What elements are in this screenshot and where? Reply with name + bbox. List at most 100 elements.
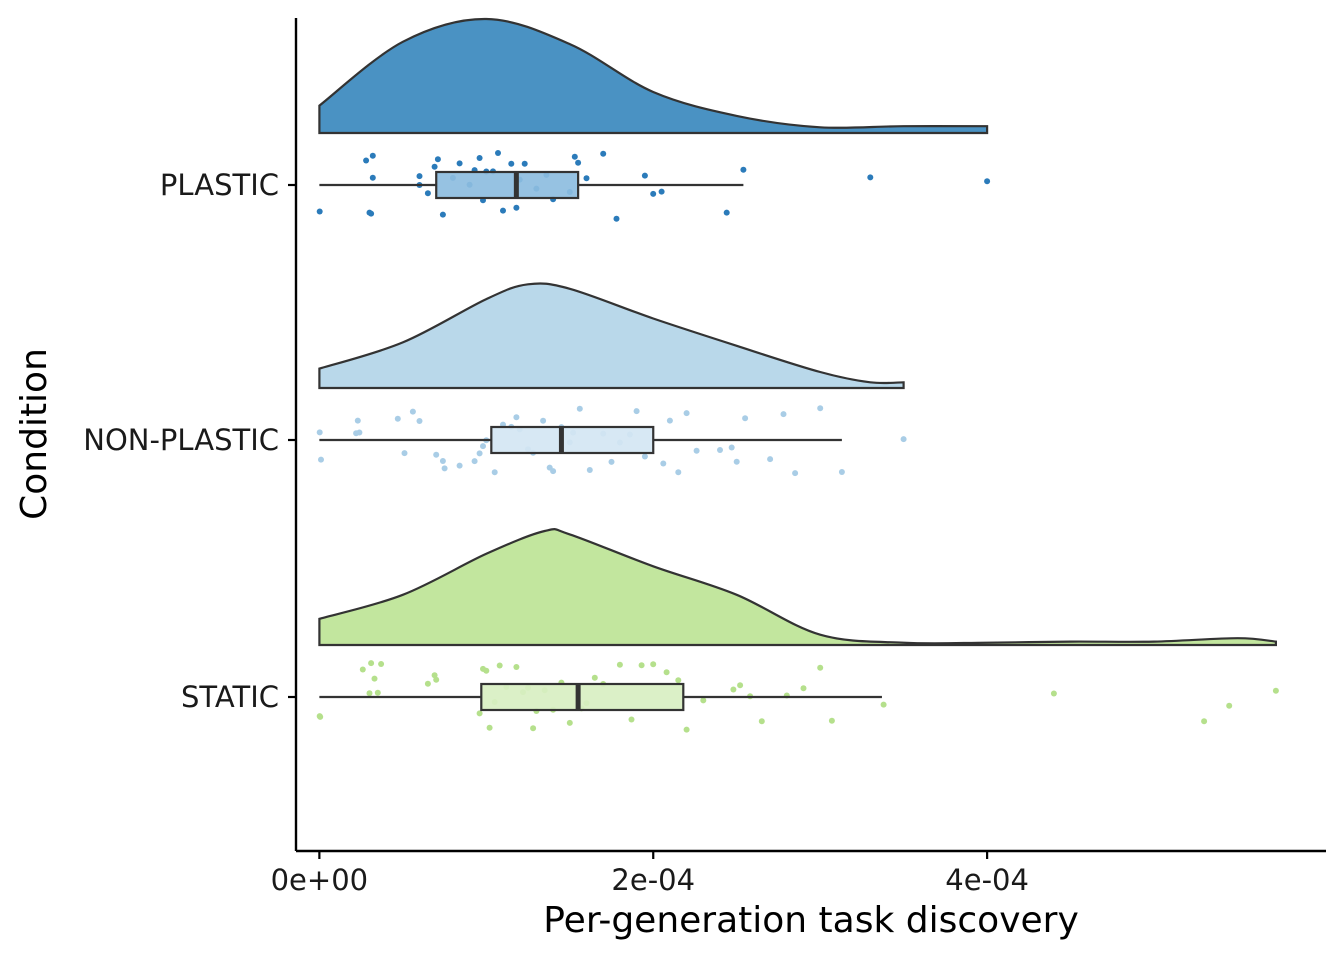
point-non-plastic — [767, 456, 774, 463]
point-non-plastic — [513, 414, 520, 421]
point-static — [371, 675, 378, 682]
point-non-plastic — [394, 415, 401, 422]
point-plastic — [513, 204, 520, 211]
point-non-plastic — [540, 417, 547, 424]
point-non-plastic — [838, 469, 845, 475]
point-non-plastic — [742, 415, 749, 422]
point-static — [424, 680, 431, 687]
point-static — [700, 697, 707, 704]
point-plastic — [439, 211, 446, 218]
point-static — [433, 676, 440, 683]
point-static — [476, 710, 483, 717]
point-static — [650, 661, 657, 668]
point-non-plastic — [491, 469, 498, 476]
point-non-plastic — [441, 465, 448, 472]
point-non-plastic — [817, 405, 824, 412]
point-non-plastic — [476, 450, 483, 457]
point-static — [1201, 718, 1208, 725]
point-static — [566, 719, 573, 726]
point-plastic — [658, 188, 665, 195]
point-static — [1226, 702, 1233, 709]
point-static — [496, 662, 503, 669]
point-plastic — [583, 175, 590, 182]
point-static — [683, 726, 690, 733]
point-static — [730, 686, 737, 693]
point-plastic — [434, 156, 441, 163]
density-non-plastic — [318, 282, 905, 390]
point-plastic — [740, 166, 747, 173]
point-static — [616, 661, 623, 668]
point-non-plastic — [409, 408, 416, 415]
point-static — [378, 661, 385, 667]
x-tick-label: 2e-04 — [611, 863, 695, 897]
point-static — [800, 685, 807, 692]
point-plastic — [476, 155, 483, 161]
point-plastic — [495, 150, 501, 156]
point-static — [737, 682, 744, 689]
point-static — [638, 662, 645, 669]
point-plastic — [431, 163, 438, 170]
point-static — [880, 701, 887, 708]
point-static — [1272, 687, 1279, 694]
point-plastic — [424, 190, 431, 197]
point-plastic — [363, 157, 370, 164]
point-static — [317, 713, 324, 720]
point-non-plastic — [586, 467, 593, 473]
point-non-plastic — [717, 447, 723, 453]
point-plastic — [613, 215, 620, 222]
point-non-plastic — [316, 429, 323, 436]
point-static — [359, 666, 366, 673]
point-plastic — [500, 207, 506, 214]
box-plastic — [435, 170, 580, 200]
point-non-plastic — [433, 451, 440, 458]
point-non-plastic — [471, 458, 478, 465]
point-plastic — [867, 174, 874, 181]
point-static — [530, 725, 537, 732]
x-axis-ticks: 0e+00 2e-04 4e-04 — [271, 851, 1029, 897]
point-static — [374, 689, 381, 696]
point-non-plastic — [576, 405, 583, 412]
point-non-plastic — [356, 429, 363, 436]
point-plastic — [650, 190, 657, 197]
x-tick-label: 0e+00 — [271, 863, 369, 897]
point-non-plastic — [666, 417, 673, 424]
point-plastic — [575, 159, 582, 166]
point-static — [663, 669, 670, 676]
point-non-plastic — [550, 468, 557, 475]
point-static — [368, 660, 375, 667]
point-static — [628, 716, 635, 723]
point-non-plastic — [693, 447, 700, 454]
point-non-plastic — [900, 436, 907, 443]
point-plastic — [508, 160, 515, 167]
point-non-plastic — [683, 410, 690, 417]
point-static — [675, 677, 682, 684]
point-static — [366, 690, 373, 697]
point-plastic — [521, 160, 528, 167]
point-non-plastic — [633, 408, 640, 415]
point-non-plastic — [480, 443, 486, 450]
point-static — [1050, 690, 1057, 697]
point-non-plastic — [728, 444, 735, 451]
point-plastic — [600, 150, 607, 157]
point-plastic — [641, 172, 648, 179]
point-plastic — [316, 208, 323, 215]
density-static — [318, 528, 1277, 647]
point-non-plastic — [456, 462, 463, 469]
point-non-plastic — [608, 458, 615, 465]
density-layer — [318, 17, 1277, 647]
point-plastic — [571, 153, 578, 160]
point-non-plastic — [675, 469, 682, 476]
x-axis-title: Per-generation task discovery — [543, 900, 1079, 941]
point-non-plastic — [660, 460, 667, 467]
point-static — [591, 674, 598, 681]
point-static — [758, 718, 765, 725]
point-non-plastic — [792, 470, 799, 477]
point-static — [828, 717, 835, 724]
point-non-plastic — [354, 417, 361, 424]
boxplot-layer — [319, 170, 882, 712]
point-static — [486, 724, 493, 731]
point-non-plastic — [401, 450, 408, 457]
point-non-plastic — [318, 456, 324, 463]
point-plastic — [456, 160, 463, 167]
